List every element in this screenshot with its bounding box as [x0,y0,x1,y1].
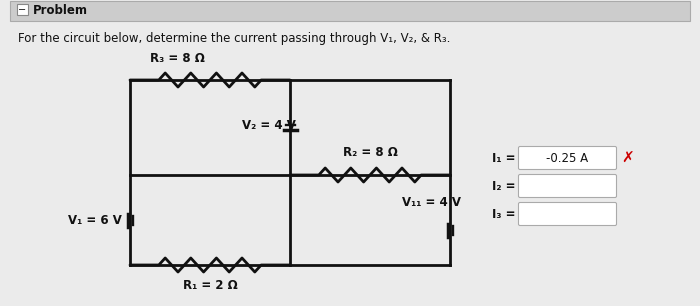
Text: R₂ = 8 Ω: R₂ = 8 Ω [342,146,398,159]
Text: -0.25 A: -0.25 A [547,151,589,165]
Text: −: − [18,5,27,14]
Text: ✗: ✗ [621,151,634,166]
Text: I₁ =: I₁ = [493,151,516,165]
Text: V₁ = 6 V: V₁ = 6 V [68,214,122,226]
FancyBboxPatch shape [519,203,617,226]
Text: R₃ = 8 Ω: R₃ = 8 Ω [150,52,205,65]
Text: I₂ =: I₂ = [493,180,516,192]
Text: V₂ = 4 V: V₂ = 4 V [242,119,296,132]
Bar [17,4,28,15]
FancyBboxPatch shape [519,147,617,170]
Text: I₃ =: I₃ = [493,207,516,221]
Bar [10,1,690,21]
FancyBboxPatch shape [519,174,617,197]
Text: R₁ = 2 Ω: R₁ = 2 Ω [183,279,237,292]
Text: V₁₁ = 4 V: V₁₁ = 4 V [402,196,461,208]
Text: Problem: Problem [33,3,88,17]
Text: For the circuit below, determine the current passing through V₁, V₂, & R₃.: For the circuit below, determine the cur… [18,32,450,45]
